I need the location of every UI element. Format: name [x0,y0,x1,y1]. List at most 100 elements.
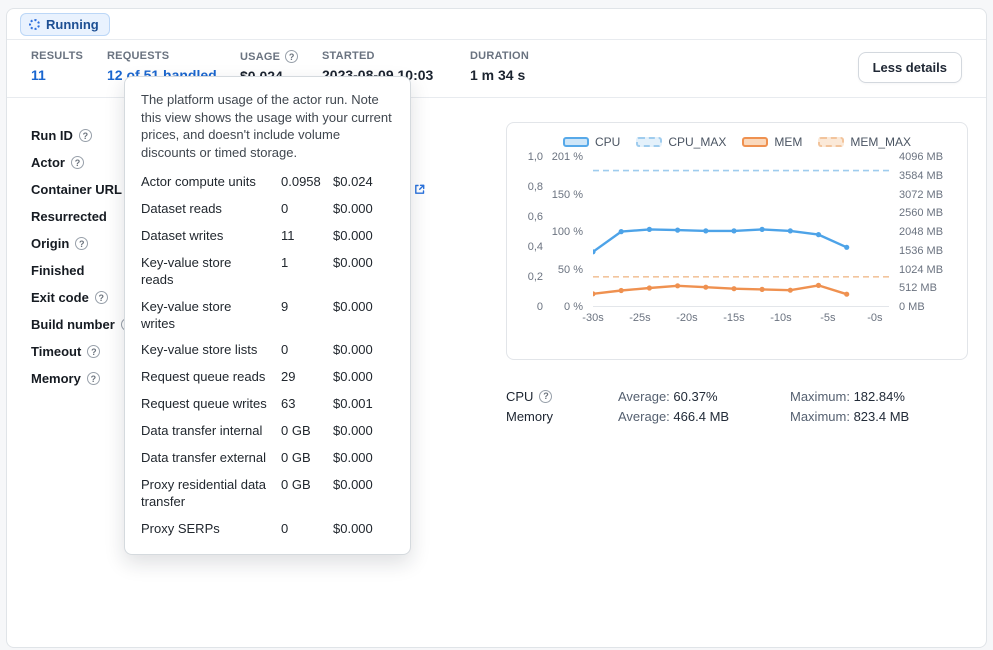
usage-tooltip-row: Data transfer external 0 GB $0.000 [141,450,394,467]
usage-item-label: Dataset reads [141,201,222,217]
axis-tick-label: 0 MB [899,301,925,313]
usage-item-price: $0.001 [333,396,373,412]
cpu-stats-label: CPU ? [506,389,618,404]
usage-tooltip-row: Request queue writes 63 $0.001 [141,396,394,413]
help-icon[interactable]: ? [86,372,100,385]
usage-item-quantity: 11 [281,227,295,243]
usage-item-quantity: 0 GB [281,423,311,439]
usage-item-label: Proxy residential data transfer [141,476,267,509]
chart-body: 1,0 0,8 0,6 0,4 0,2 0 201 % 150 % 100 % 50 % 0 % … [517,151,957,313]
usage-item-price: $0.000 [333,201,373,217]
cpu-average-label: Average: [618,388,670,404]
spinner-icon [29,18,40,30]
axis-tick-label: 512 MB [899,282,937,295]
usage-item-price: $0.000 [333,369,373,385]
chart-stats: CPU ? Average: 60.37% Maximum: 182.84% M… [506,386,968,426]
axis-tick-label: 0,4 [527,241,543,253]
cpu-stats-label-text: CPU [506,388,534,404]
usage-item-quantity: 0 [281,342,289,358]
stat-usage-label: USAGE ? [240,50,322,63]
usage-item-label: Key-value store lists [141,342,258,358]
cpu-swatch-icon [562,137,589,147]
usage-item-price: $0.024 [333,174,373,190]
stat-duration-value: 1 m 34 s [470,67,526,83]
detail-label: Actor [31,155,65,170]
detail-row: Finished [31,257,491,284]
usage-tooltip-row: Dataset reads 0 $0.000 [141,201,394,218]
usage-item-label: Dataset writes [141,227,224,243]
chart-legend: CPU CPU_MAX MEM MEM_MAX [517,135,957,149]
help-icon[interactable]: ? [78,129,92,142]
axis-tick-label: 1024 MB [899,263,944,276]
detail-row: Timeout? [31,338,491,365]
usage-tooltip-row: Key-value store reads 1 $0.000 [141,255,394,289]
legend-item-mem: MEM [742,135,802,149]
axis-tick-label: 4096 MB [899,151,944,163]
axis-tick-label: 0,8 [527,181,543,193]
stat-results-value[interactable]: 11 [31,67,46,83]
axis-tick-label: 2560 MB [899,207,944,220]
memory-stats-row: Memory Average: 466.4 MB Maximum: 823.4 … [506,406,968,426]
memory-average-value: 466.4 MB [673,408,730,424]
mem-max-swatch-icon [818,137,845,147]
stat-duration: DURATION 1 m 34 s [470,50,529,83]
detail-label: Memory [31,371,81,386]
memory-maximum-value: 823.4 MB [853,408,910,424]
cpu-max-swatch-icon [636,137,663,147]
legend-mem-label: MEM [774,135,803,149]
axis-tick-label: 50 % [557,263,583,276]
usage-tooltip-row: Key-value store writes 9 $0.000 [141,299,394,333]
usage-item-quantity: 0 [281,520,289,536]
usage-item-label: Data transfer external [141,449,267,465]
usage-item-quantity: 0 GB [281,476,311,492]
usage-item-label: Key-value store writes [141,298,232,331]
less-details-button[interactable]: Less details [857,51,962,83]
detail-row: Actor? [31,149,491,176]
legend-item-cpu: CPU [562,135,620,149]
help-icon[interactable]: ? [94,291,108,304]
axis-tick-label: 0 % [564,301,583,313]
usage-item-price: $0.000 [333,342,373,358]
help-icon[interactable]: ? [87,345,101,358]
usage-chart-card: CPU CPU_MAX MEM MEM_MAX 1,0 0,8 0,6 0,4 0,2 0… [506,122,968,360]
status-label: Running [46,16,99,32]
detail-row: Resurrected [31,203,491,230]
detail-label: Timeout [31,344,82,359]
usage-item-price: $0.000 [333,298,373,314]
usage-item-price: $0.000 [333,520,373,536]
cpu-stats-row: CPU ? Average: 60.37% Maximum: 182.84% [506,386,968,406]
cpu-maximum: Maximum: 182.84% [790,389,905,404]
usage-tooltip-rows: Actor compute units 0.0958 $0.024 Dataset r… [141,174,394,537]
help-icon[interactable]: ? [75,237,89,250]
usage-help-icon[interactable]: ? [285,50,299,63]
axis-tick-label: 3584 MB [899,169,944,182]
axis-tick-label: 1536 MB [899,244,944,257]
status-badge: Running [20,12,110,36]
legend-mem-max-label: MEM_MAX [850,135,912,149]
stat-results: RESULTS 11 [31,50,107,83]
axis-right-mb: 4096 MB 3584 MB 3072 MB 2560 MB 2048 MB 1536 … [899,151,957,313]
detail-row: Run ID? [31,122,491,149]
usage-item-label: Actor compute units [141,174,256,190]
cpu-average: Average: 60.37% [618,389,790,404]
memory-average-label: Average: [618,408,670,424]
axis-tick-label: 201 % [551,151,583,163]
axis-tick-label: 150 % [551,189,583,202]
usage-item-quantity: 1 [281,254,289,270]
external-link-icon[interactable] [413,183,426,196]
axis-tick-label: -15s [723,312,745,324]
memory-maximum-label: Maximum: [790,408,850,424]
axis-tick-label: -30s [582,312,604,324]
detail-label: Origin [31,236,70,251]
stat-duration-label: DURATION [470,50,529,62]
memory-maximum: Maximum: 823.4 MB [790,409,909,424]
help-icon[interactable]: ? [70,156,84,169]
detail-label: Run ID [31,128,73,143]
axis-tick-label: 3072 MB [899,188,944,201]
detail-label: Build number [31,317,115,332]
cpu-help-icon[interactable]: ? [539,389,553,403]
usage-tooltip-row: Key-value store lists 0 $0.000 [141,342,394,359]
usage-item-label: Proxy SERPs [141,520,220,536]
usage-item-label: Data transfer internal [141,423,263,439]
detail-row: Origin? [31,230,491,257]
